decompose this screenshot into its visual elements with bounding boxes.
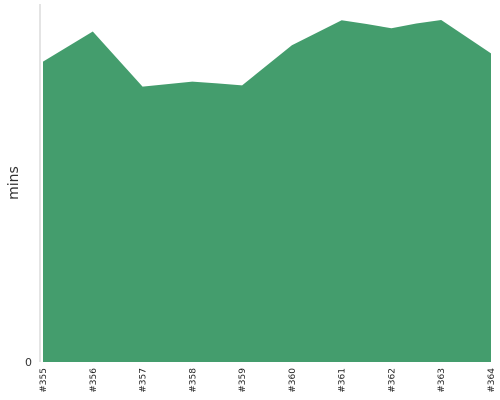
y-ticks: 0 bbox=[25, 356, 32, 369]
x-tick-label: #362 bbox=[387, 368, 397, 393]
x-tick-label: #359 bbox=[238, 368, 248, 393]
plot-area bbox=[43, 20, 491, 363]
x-tick-label: #356 bbox=[89, 368, 99, 393]
x-tick-label: #355 bbox=[39, 368, 49, 393]
x-tick-label: #358 bbox=[188, 368, 198, 393]
y-tick-label: 0 bbox=[25, 356, 32, 369]
x-tick-label: #357 bbox=[139, 368, 149, 393]
x-tick-label: #360 bbox=[288, 368, 298, 393]
x-tick-label: #361 bbox=[338, 368, 348, 393]
y-axis-label: mins bbox=[6, 166, 22, 200]
series-area bbox=[43, 20, 491, 363]
x-tick-label: #364 bbox=[487, 368, 497, 393]
x-tick-label: #363 bbox=[437, 368, 447, 393]
x-ticks: #355 #356 #357 #358 #359 #360 #361 #362 #363 #364 bbox=[39, 368, 497, 393]
